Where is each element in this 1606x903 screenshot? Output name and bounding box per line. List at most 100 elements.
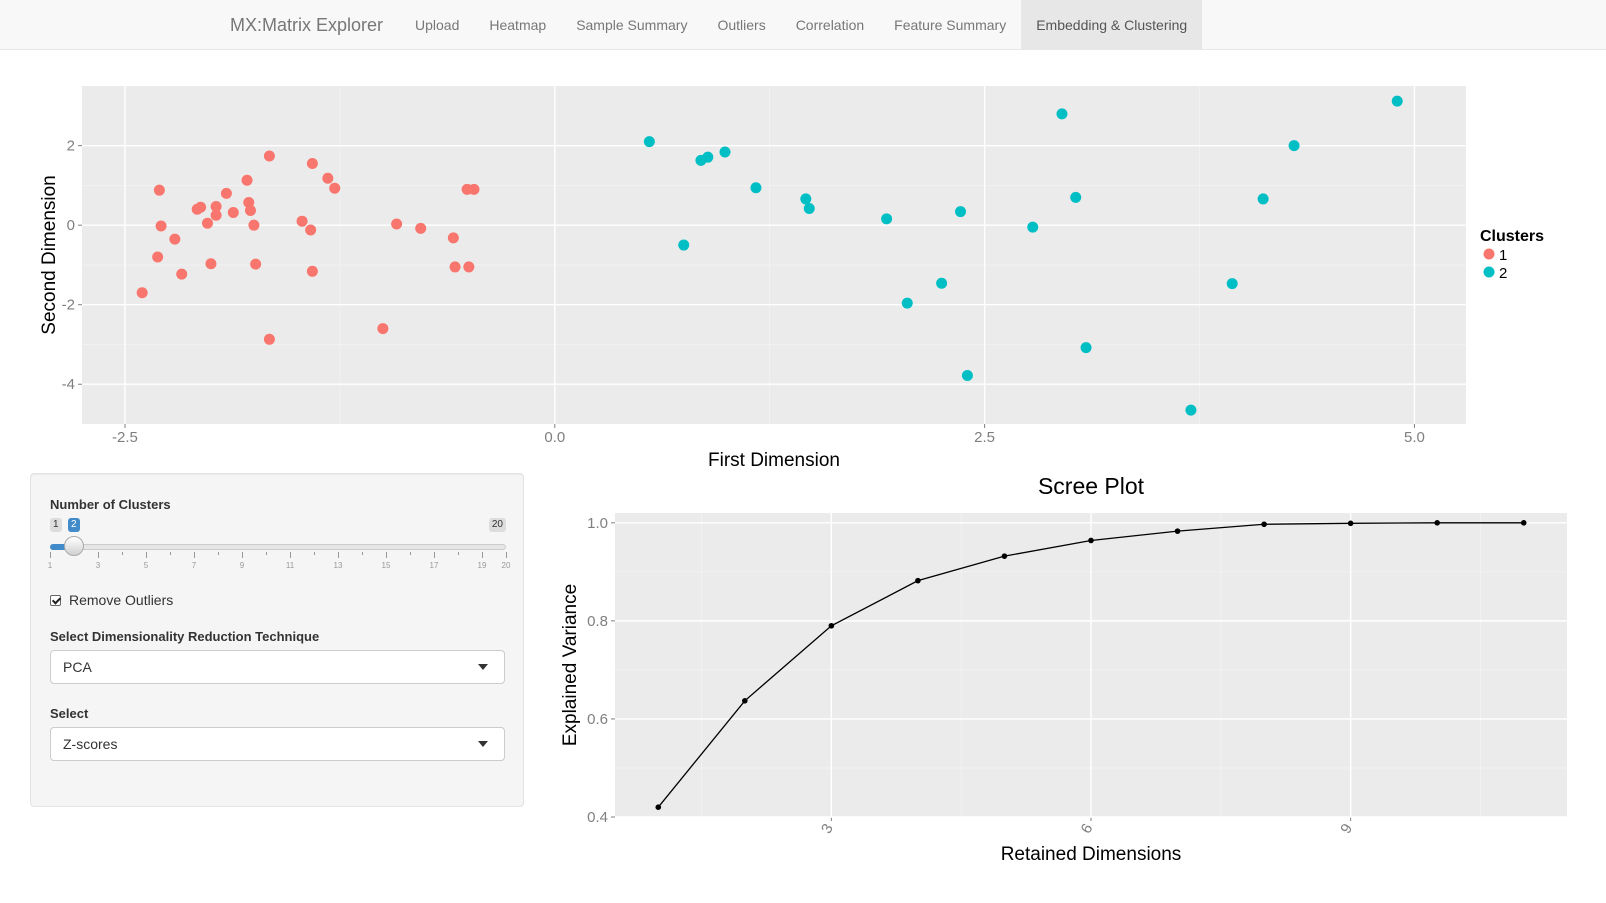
select-label: Select: [50, 706, 89, 721]
scatter-point: [391, 218, 403, 230]
app-brand[interactable]: MX:Matrix Explorer: [230, 15, 384, 35]
scatter-point: [463, 261, 475, 273]
scatter-point: [202, 217, 214, 229]
scree-point: [915, 577, 921, 584]
slider-tick-mark: [122, 552, 123, 555]
slider-tick-mark: [98, 552, 99, 558]
tab-embedding-clustering[interactable]: Embedding & Clustering: [1021, 0, 1203, 50]
y-tick-label: 0.6: [587, 711, 608, 728]
x-tick-label: 0.0: [544, 429, 565, 446]
technique-select[interactable]: PCA: [50, 650, 505, 684]
slider-tick-label: 7: [191, 561, 197, 570]
y-tick-label: 0: [67, 217, 75, 234]
slider-track[interactable]: [50, 544, 506, 550]
slider-tick-mark: [410, 552, 411, 555]
y-tick-label: -2: [62, 297, 75, 314]
scree-point: [742, 697, 748, 704]
slider-tick-label: 15: [381, 561, 391, 570]
scree-point: [1434, 520, 1440, 526]
scatter-point: [881, 213, 893, 225]
y-tick-label: 2: [67, 138, 75, 155]
scatter-point: [803, 202, 815, 214]
x-tick-label: 2.5: [974, 429, 995, 446]
scatter-point: [155, 220, 167, 232]
x-tick-label: 5.0: [1404, 429, 1425, 446]
scatter-point: [750, 182, 762, 194]
scatter-point: [447, 232, 459, 244]
slider-tick-label: 5: [143, 561, 149, 570]
scaling-select-value: Z-scores: [63, 736, 118, 752]
slider-tick-mark: [194, 552, 195, 558]
scatter-point: [176, 268, 188, 280]
y-axis-title: Second Dimension: [39, 175, 60, 334]
clusters-label: Number of Clusters: [50, 497, 171, 512]
remove-outliers-checkbox[interactable]: [50, 594, 61, 606]
remove-outliers-row[interactable]: Remove Outliers: [50, 592, 173, 608]
scatter-point: [1080, 342, 1092, 354]
slider-tick-label: 20: [501, 561, 511, 570]
scatter-point: [415, 222, 427, 234]
slider-tick-mark: [50, 552, 51, 558]
scatter-point: [961, 369, 973, 381]
x-tick-label: 3: [818, 821, 837, 837]
slider-tick-mark: [146, 552, 147, 558]
embedding-scatter-plot: -2.5 0.0 2.5 5.0 -4 -2 0 2 First Dimension Second…: [39, 86, 1544, 470]
tab-feature-summary[interactable]: Feature Summary: [894, 17, 1007, 33]
scatter-point: [955, 206, 967, 218]
technique-label: Select Dimensionality Reduction Techniqu…: [50, 629, 320, 644]
slider-min-label: 1: [50, 518, 62, 532]
scatter-point: [227, 206, 239, 218]
slider-tick-mark: [362, 552, 363, 555]
y-tick-label: 0.8: [587, 613, 608, 630]
scatter-point: [244, 204, 256, 216]
tab-outliers[interactable]: Outliers: [717, 17, 766, 33]
scatter-point: [136, 287, 148, 299]
slider-tick-label: 19: [477, 561, 487, 570]
tab-upload[interactable]: Upload: [415, 17, 460, 33]
scatter-point: [1027, 221, 1039, 233]
scatter-point: [263, 150, 275, 162]
y-tick-label: 0.4: [587, 809, 608, 826]
scatter-point: [901, 297, 913, 309]
x-tick-label: 9: [1337, 821, 1356, 837]
slider-handle[interactable]: [64, 536, 84, 556]
legend-key: [1483, 248, 1495, 260]
tab-correlation[interactable]: Correlation: [795, 17, 865, 33]
tab-sample-summary[interactable]: Sample Summary: [576, 17, 688, 33]
scatter-point: [220, 187, 232, 199]
legend-label: 2: [1499, 265, 1507, 282]
y-tick-label: 1.0: [587, 515, 608, 532]
remove-outliers-label: Remove Outliers: [69, 592, 174, 608]
tab-heatmap[interactable]: Heatmap: [489, 17, 547, 33]
scatter-point: [305, 224, 317, 236]
slider-tick-mark: [482, 552, 483, 558]
scatter-point: [643, 136, 655, 148]
scatter-point: [1070, 191, 1082, 203]
scatter-point: [468, 183, 480, 195]
slider-value-label: 2: [68, 518, 80, 532]
slider-tick-label: 3: [95, 561, 101, 570]
scatter-point: [153, 184, 165, 196]
scree-point: [1261, 521, 1267, 528]
slider-tick-mark: [218, 552, 219, 555]
slider-tick-label: 13: [333, 561, 343, 570]
scatter-point: [449, 261, 461, 273]
slider-track-fill: [50, 544, 74, 550]
scatter-point: [205, 258, 217, 270]
slider-ticks: 1 3 5 7 9 11 13 15 17 19 20: [48, 552, 510, 572]
scatter-point: [306, 158, 318, 170]
scaling-select[interactable]: Z-scores: [50, 727, 505, 761]
slider-tick-label: 11: [285, 561, 295, 570]
scatter-point: [936, 277, 948, 289]
chevron-down-icon: [478, 664, 488, 670]
clusters-slider[interactable]: 1 20 2 1 3 5 7 9 11 13 15 17 19 20: [48, 518, 510, 588]
scatter-point: [1056, 108, 1068, 120]
scree-plot: Scree Plot 3 6 9 0.4 0.6 0.8 1.0 Retained Dimens…: [560, 473, 1567, 865]
scatter-point: [241, 174, 253, 186]
x-axis-title: First Dimension: [708, 450, 840, 470]
x-tick-label: -2.5: [112, 429, 138, 446]
slider-tick-mark: [314, 552, 315, 555]
plot-panel: [82, 86, 1466, 424]
scree-point: [1088, 537, 1094, 544]
scatter-point: [306, 265, 318, 277]
